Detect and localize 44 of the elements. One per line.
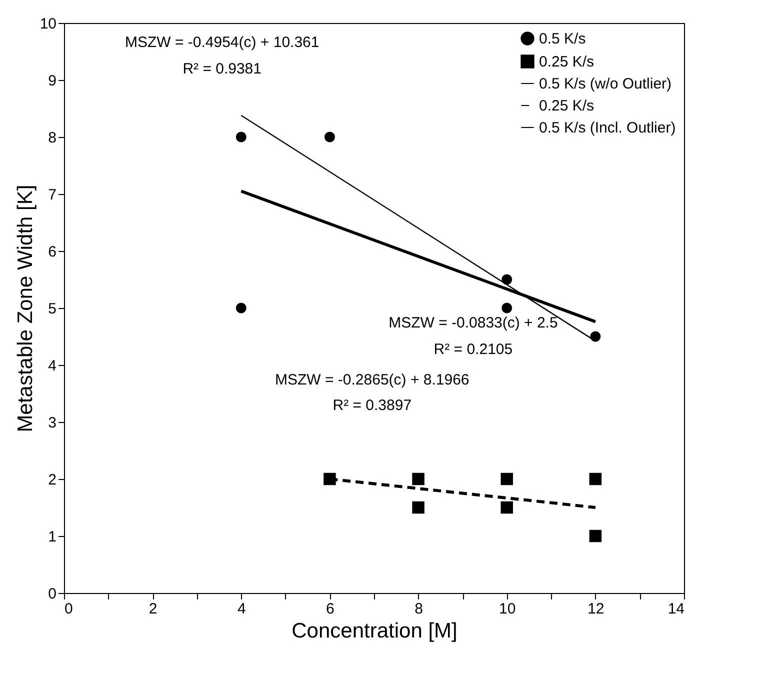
point [590,331,601,342]
x-tick-label: 8 [414,600,423,618]
y-tick-label: 8 [48,130,56,146]
point [589,472,602,486]
annotation: R² = 0.3897 [332,396,412,414]
annotation: MSZW = -0.0833(c) + 2.5 [388,314,558,332]
x-tick-label: 12 [588,600,604,618]
y-tick-label: 3 [48,414,56,432]
point [412,472,424,486]
y-tick-label: 4 [48,358,56,374]
legend-label: 0.5 K/s (w/o Outlier) [539,76,672,92]
point [236,132,246,142]
y-axis-title: Metastable Zone Width [K] [14,184,37,432]
x-axis-title: Concentration [M] [292,620,458,642]
x-tick-label: 10 [499,600,516,618]
y-tick-label: 2 [48,472,56,488]
point [236,302,246,314]
y-tick-label: 9 [48,72,56,90]
annotation: R² = 0.9381 [182,60,262,78]
point [500,501,513,514]
y-tick-label: 6 [48,244,56,260]
point [412,501,424,514]
legend-label: 0.5 K/s (Incl. Outlier) [539,120,676,136]
legend-label: 0.25 K/s [539,54,594,70]
annotation: MSZW = -0.4954(c) + 10.361 [124,34,320,51]
x-tick-label: 6 [326,600,334,618]
annotation: MSZW = -0.2865(c) + 8.1966 [275,371,470,388]
annotation: R² = 0.2105 [434,341,513,358]
x-tick-label: 4 [237,600,246,618]
y-tick-label: 7 [48,186,56,204]
point [324,132,335,142]
y-tick-label: 5 [48,300,56,318]
y-tick-label: 1 [48,528,56,546]
y-tick-label: 10 [40,16,56,32]
point [502,302,512,314]
point [502,274,512,285]
x-tick-label: 14 [668,600,684,618]
legend-label: 0.25 K/s [539,98,594,114]
point [589,530,602,542]
legend-label: 0.5 K/s [539,30,586,48]
x-tick-label: 2 [148,600,158,618]
y-tick-label: 0 [48,586,56,602]
x-tick-label: 0 [64,600,73,618]
point [500,472,513,486]
